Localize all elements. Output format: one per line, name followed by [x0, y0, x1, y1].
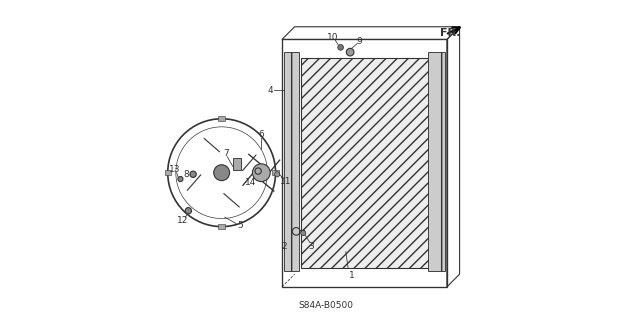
Text: 11: 11 — [280, 177, 291, 186]
Circle shape — [338, 44, 344, 50]
Circle shape — [185, 208, 191, 214]
Text: 8: 8 — [183, 170, 189, 179]
FancyArrowPatch shape — [204, 138, 220, 152]
Text: FR.: FR. — [440, 28, 460, 38]
FancyArrowPatch shape — [224, 194, 239, 207]
Text: 12: 12 — [177, 216, 189, 225]
Circle shape — [275, 172, 280, 177]
Bar — [233, 158, 241, 170]
Bar — [164, 170, 171, 175]
Text: 10: 10 — [327, 33, 339, 42]
Circle shape — [178, 177, 183, 181]
Text: 7: 7 — [223, 148, 228, 157]
Text: 3: 3 — [308, 242, 314, 251]
FancyArrowPatch shape — [188, 175, 201, 190]
Text: 13: 13 — [169, 165, 180, 174]
Text: 9: 9 — [356, 37, 362, 46]
Circle shape — [190, 171, 196, 178]
Circle shape — [346, 48, 354, 56]
Text: 1: 1 — [349, 271, 355, 280]
Bar — [284, 52, 300, 271]
Bar — [301, 59, 444, 268]
Bar — [428, 52, 445, 271]
Circle shape — [252, 164, 270, 181]
Text: 2: 2 — [282, 242, 287, 251]
Text: 6: 6 — [259, 130, 264, 139]
Text: 14: 14 — [244, 178, 256, 187]
Text: S84A-B0500: S84A-B0500 — [299, 301, 354, 310]
Circle shape — [214, 165, 230, 180]
Bar — [218, 116, 225, 121]
FancyArrowPatch shape — [243, 155, 256, 171]
Circle shape — [301, 230, 306, 236]
Text: 5: 5 — [237, 221, 243, 230]
Bar — [273, 170, 279, 175]
Bar — [218, 224, 225, 229]
Text: 4: 4 — [267, 86, 273, 95]
